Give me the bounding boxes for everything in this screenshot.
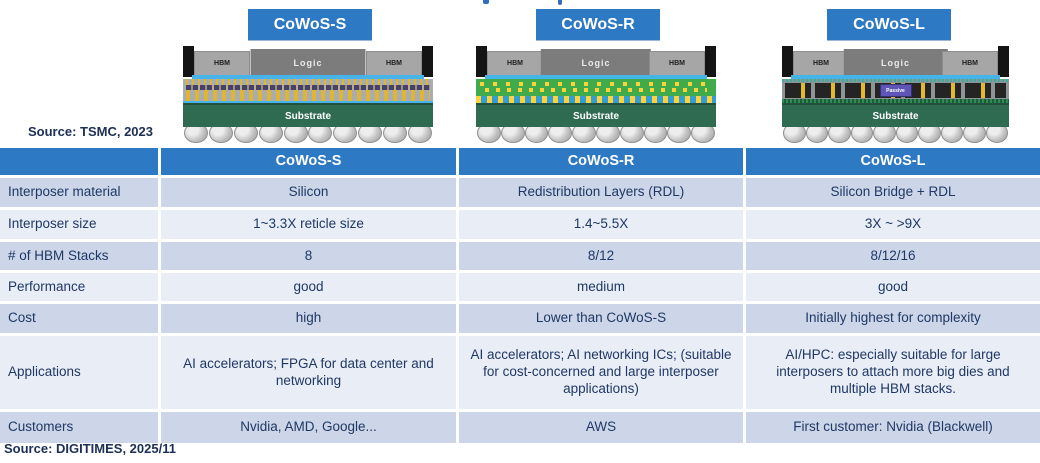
cropped-title-fragment xyxy=(483,0,489,4)
comparison-table: CoWoS-S CoWoS-R CoWoS-L Interposer mater… xyxy=(0,148,1040,443)
mold-bar xyxy=(998,46,1009,77)
silicon-interposer xyxy=(183,79,433,103)
cowos-r-label: CoWoS-R xyxy=(536,9,660,40)
hbm-die: HBM xyxy=(793,51,849,76)
passive-die: Passive xyxy=(879,84,912,97)
mold-bar xyxy=(422,46,433,77)
underfill xyxy=(485,75,707,79)
table-cell: Initially highest for complexity xyxy=(746,304,1040,333)
table-cell: high xyxy=(161,304,456,333)
mold-bar xyxy=(782,46,793,77)
row-label: Interposer material xyxy=(0,178,158,207)
hbm-die: HBM xyxy=(942,51,998,76)
rdl-interposer xyxy=(476,79,716,103)
table-cell: Nvidia, AMD, Google... xyxy=(161,412,456,443)
cropped-title-fragment xyxy=(558,0,562,5)
substrate: Substrate xyxy=(782,103,1009,127)
header-cell-cowos-r: CoWoS-R xyxy=(459,148,743,175)
die-row: HBM Logic HBM xyxy=(782,46,1009,79)
header-cell-cowos-s: CoWoS-S xyxy=(161,148,456,175)
solder-balls xyxy=(783,123,1008,143)
underfill xyxy=(192,75,424,79)
source-digitimes: Source: DIGITIMES, 2025/11 xyxy=(4,441,176,456)
table-cell: Lower than CoWoS-S xyxy=(459,304,743,333)
table-cell: AWS xyxy=(459,412,743,443)
table-cell: good xyxy=(746,273,1040,301)
row-label: # of HBM Stacks xyxy=(0,242,158,270)
table-cell: 8 xyxy=(161,242,456,270)
row-label: Cost xyxy=(0,304,158,333)
source-tsmc: Source: TSMC, 2023 xyxy=(28,124,153,139)
hbm-die: HBM xyxy=(487,51,543,76)
table-cell: Silicon Bridge + RDL xyxy=(746,178,1040,207)
row-label: Customers xyxy=(0,412,158,443)
hbm-die: HBM xyxy=(366,51,422,76)
table-cell: Silicon xyxy=(161,178,456,207)
table-cell: AI accelerators; FPGA for data center an… xyxy=(161,336,456,409)
table-cell: AI/HPC: especially suitable for large in… xyxy=(746,336,1040,409)
cowos-l-label: CoWoS-L xyxy=(827,9,951,40)
table-cell: 8/12 xyxy=(459,242,743,270)
row-label: Applications xyxy=(0,336,158,409)
header-cell-cowos-l: CoWoS-L xyxy=(746,148,1040,175)
substrate: Substrate xyxy=(476,103,716,127)
table-cell: First customer: Nvidia (Blackwell) xyxy=(746,412,1040,443)
header-cell-empty xyxy=(0,148,158,175)
table-cell: 1~3.3X reticle size xyxy=(161,210,456,239)
mold-bar xyxy=(476,46,487,77)
hbm-die: HBM xyxy=(649,51,705,76)
table-cell: AI accelerators; AI networking ICs; (sui… xyxy=(459,336,743,409)
cowos-s-diagram: HBM Logic HBM Substrate xyxy=(183,46,433,143)
cowos-r-diagram: HBM Logic HBM Substrate xyxy=(476,46,716,143)
table-cell: medium xyxy=(459,273,743,301)
hbm-die: HBM xyxy=(194,51,250,76)
die-row: HBM Logic HBM xyxy=(183,46,433,79)
row-label: Performance xyxy=(0,273,158,301)
bridge-interposer: Passive xyxy=(782,79,1009,103)
underfill xyxy=(791,75,1000,79)
logic-die: Logic xyxy=(540,49,652,76)
mold-bar xyxy=(183,46,194,77)
cowos-s-label: CoWoS-S xyxy=(248,9,372,40)
substrate: Substrate xyxy=(183,103,433,127)
cowos-l-diagram: HBM Logic HBM Passive Substrate xyxy=(782,46,1009,143)
row-label: Interposer size xyxy=(0,210,158,239)
logic-die: Logic xyxy=(843,49,948,76)
table-cell: 3X ~ >9X xyxy=(746,210,1040,239)
table-cell: good xyxy=(161,273,456,301)
table-cell: 8/12/16 xyxy=(746,242,1040,270)
table-cell: Redistribution Layers (RDL) xyxy=(459,178,743,207)
mold-bar xyxy=(705,46,716,77)
die-row: HBM Logic HBM xyxy=(476,46,716,79)
table-cell: 1.4~5.5X xyxy=(459,210,743,239)
logic-die: Logic xyxy=(250,49,366,76)
